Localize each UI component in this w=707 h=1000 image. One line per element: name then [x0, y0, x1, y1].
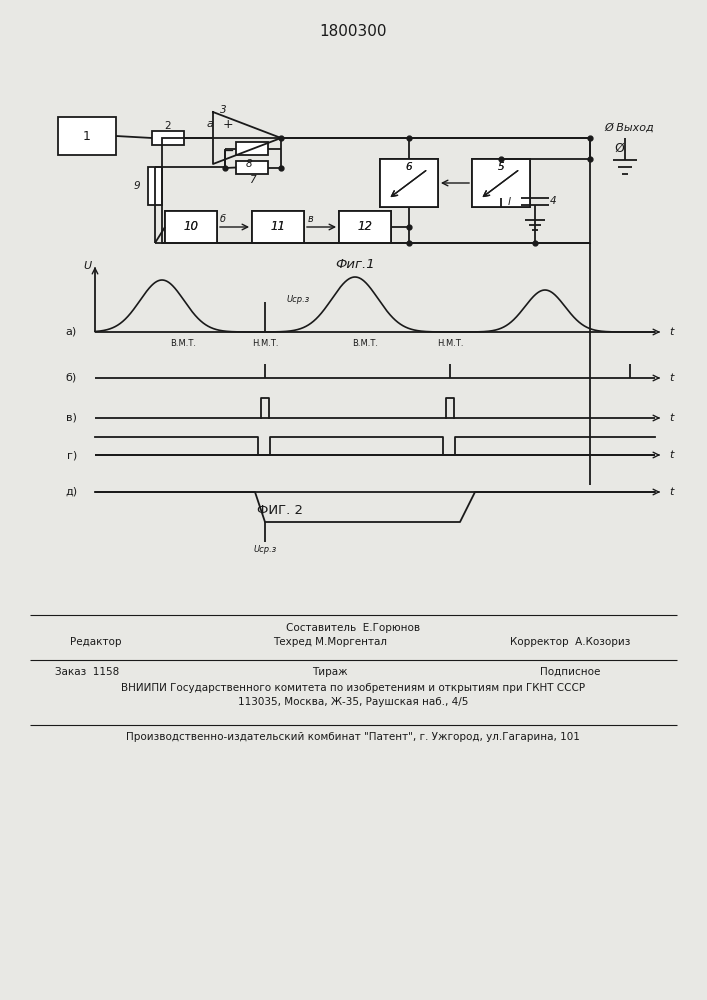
- Text: −: −: [222, 144, 234, 158]
- Text: t: t: [669, 487, 673, 497]
- Text: в: в: [307, 214, 313, 224]
- Text: 10: 10: [184, 221, 199, 233]
- Text: Тираж: Тираж: [312, 667, 348, 677]
- Text: 10: 10: [184, 221, 199, 233]
- Bar: [252, 211, 304, 243]
- Text: 5: 5: [498, 162, 504, 172]
- Text: 7: 7: [249, 175, 255, 185]
- Text: 4: 4: [549, 196, 556, 206]
- Text: Ø: Ø: [614, 141, 624, 154]
- Text: 8: 8: [246, 159, 252, 169]
- Bar: [236, 161, 268, 174]
- Bar: [472, 159, 530, 207]
- Text: Техред М.Моргентал: Техред М.Моргентал: [273, 637, 387, 647]
- Text: 9: 9: [134, 181, 140, 191]
- Text: б): б): [66, 373, 77, 383]
- Text: +: +: [223, 118, 233, 131]
- Text: В.М.Т.: В.М.Т.: [352, 340, 378, 349]
- Text: l: l: [508, 197, 510, 207]
- Text: Подписное: Подписное: [540, 667, 600, 677]
- Bar: [165, 211, 217, 243]
- Text: г): г): [66, 450, 77, 460]
- Text: t: t: [669, 327, 673, 337]
- Text: 12: 12: [358, 221, 373, 233]
- Text: Н.М.Т.: Н.М.Т.: [252, 340, 279, 349]
- Bar: [236, 142, 268, 155]
- Text: Производственно-издательский комбинат "Патент", г. Ужгород, ул.Гагарина, 101: Производственно-издательский комбинат "П…: [126, 732, 580, 742]
- Text: 1: 1: [83, 129, 91, 142]
- Text: t: t: [669, 413, 673, 423]
- Text: Uср.з: Uср.з: [287, 296, 310, 304]
- Text: 11: 11: [271, 221, 286, 233]
- Text: 2: 2: [165, 121, 171, 131]
- Text: U: U: [83, 261, 91, 271]
- Text: 113035, Москва, Ж-35, Раушская наб., 4/5: 113035, Москва, Ж-35, Раушская наб., 4/5: [238, 697, 468, 707]
- Bar: [58, 117, 116, 155]
- Text: В.М.Т.: В.М.Т.: [170, 340, 196, 349]
- Text: 11: 11: [271, 221, 286, 233]
- Bar: [252, 211, 304, 243]
- Text: 3: 3: [220, 105, 226, 115]
- Text: Корректор  А.Козориз: Корректор А.Козориз: [510, 637, 630, 647]
- Bar: [472, 159, 530, 207]
- Text: ВНИИПИ Государственного комитета по изобретениям и открытиям при ГКНТ СССР: ВНИИПИ Государственного комитета по изоб…: [121, 683, 585, 693]
- Text: 5: 5: [498, 162, 504, 172]
- Text: в): в): [66, 413, 77, 423]
- Text: Uср.з: Uср.з: [253, 546, 276, 554]
- Bar: [152, 131, 184, 145]
- Text: д): д): [65, 487, 77, 497]
- Bar: [148, 167, 162, 205]
- Text: 1800300: 1800300: [320, 24, 387, 39]
- Bar: [339, 211, 391, 243]
- Bar: [165, 211, 217, 243]
- Text: Ø Выход: Ø Выход: [604, 123, 654, 133]
- Text: t: t: [669, 450, 673, 460]
- Text: Н.М.Т.: Н.М.Т.: [437, 340, 463, 349]
- Text: Фиг.1: Фиг.1: [335, 258, 375, 271]
- Text: ФИГ. 2: ФИГ. 2: [257, 504, 303, 516]
- Text: Редактор: Редактор: [70, 637, 122, 647]
- Bar: [339, 211, 391, 243]
- Bar: [380, 159, 438, 207]
- Text: Составитель  Е.Горюнов: Составитель Е.Горюнов: [286, 623, 420, 633]
- Text: а): а): [66, 327, 77, 337]
- Text: 6: 6: [406, 162, 412, 172]
- Text: 12: 12: [358, 221, 373, 233]
- Bar: [380, 159, 438, 207]
- Text: 6: 6: [406, 162, 412, 172]
- Text: a: a: [206, 119, 214, 129]
- Text: б: б: [220, 214, 226, 224]
- Text: t: t: [669, 373, 673, 383]
- Bar: [162, 138, 590, 243]
- Text: Заказ  1158: Заказ 1158: [55, 667, 119, 677]
